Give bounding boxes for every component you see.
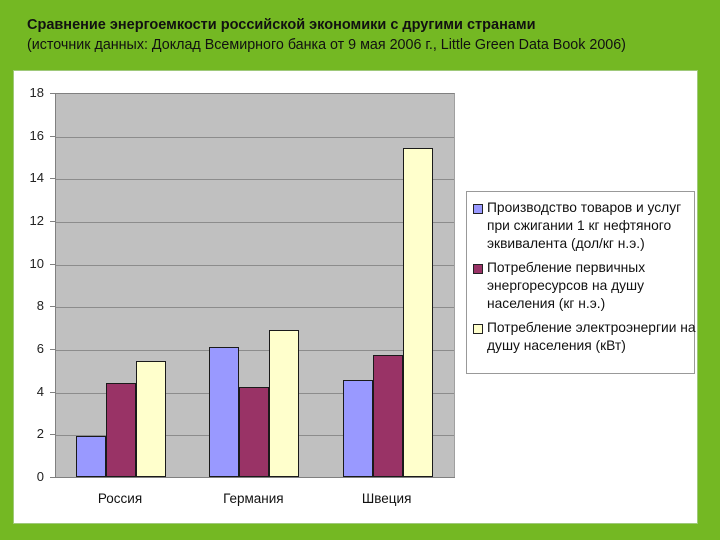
y-tick-label: 18 [29,85,44,100]
bar [239,387,270,477]
y-tick-mark [50,306,55,308]
y-tick-mark [50,93,55,94]
plot-area [55,93,455,477]
bar [372,355,403,477]
legend-swatch-icon [473,264,483,274]
x-tick-label: Швеция [361,491,412,506]
y-tick-mark [50,221,55,222]
x-axis-line [55,477,455,478]
legend-label: Потребление первичных энергоресурсов на … [487,260,646,311]
bar [106,383,136,477]
page-subtitle: (источник данных: Доклад Всемирного банк… [27,37,626,53]
gridline [56,222,454,223]
legend-label: Потребление электроэнергии на душу насел… [487,320,696,353]
y-tick-mark [50,178,55,180]
page-title: Сравнение энергоемкости российской эконо… [27,17,536,33]
gridline [56,264,454,266]
x-tick-label: Россия [97,491,143,506]
y-tick-mark [50,477,55,478]
y-tick-label: 0 [36,469,44,484]
gridline [56,350,454,351]
bar [136,360,166,477]
y-tick-label: 6 [36,341,44,356]
bar [76,436,106,477]
gridline [56,179,454,181]
y-tick-mark [50,135,55,137]
bar [342,379,373,477]
y-tick-label: 10 [29,255,44,271]
y-tick-label: 4 [36,383,44,399]
y-tick-label: 14 [29,170,44,186]
legend: Производство товаров и услуг при сжигани… [466,191,696,374]
bar [402,148,433,477]
bar [209,346,240,477]
y-tick-mark [50,263,55,265]
x-tick-label: Германия [223,491,284,506]
y-tick-label: 16 [29,127,44,143]
gridline [56,136,454,138]
y-tick-label: 8 [36,298,44,314]
legend-swatch-icon [473,204,483,214]
y-tick-mark [50,349,55,350]
y-tick-label: 12 [29,213,44,228]
gridline [56,307,454,309]
y-tick-label: 2 [36,426,44,442]
legend-swatch-icon [473,324,483,334]
bar [269,329,300,477]
y-tick-mark [50,434,55,436]
legend-label: Производство товаров и услуг при сжигани… [487,200,682,251]
y-tick-mark [50,391,55,393]
